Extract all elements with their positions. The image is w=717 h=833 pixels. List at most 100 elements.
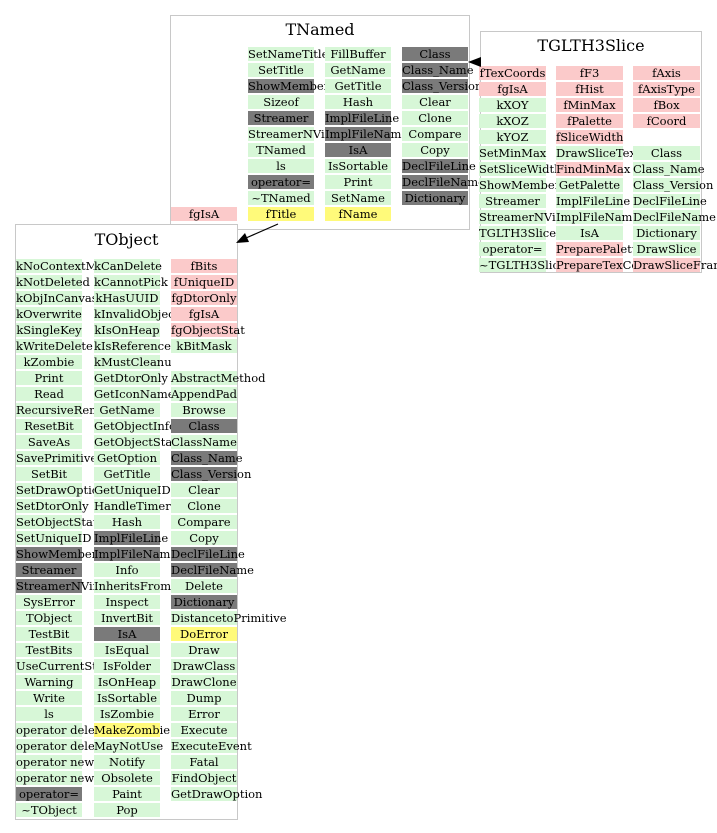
- member-tglth3slice-showmembers: ShowMembers: [479, 178, 567, 192]
- member-tobject-fgdtoronly: fgDtorOnly: [171, 291, 237, 305]
- member-tobject-inspect: Inspect: [94, 595, 160, 609]
- member-tglth3slice-implfileline: ImplFileLine: [556, 194, 631, 208]
- member-tobject-hash: Hash: [94, 515, 160, 529]
- class-title-tglth3slice: TGLTH3Slice: [537, 36, 645, 55]
- member-tglth3slice-implfilename: ImplFileName: [556, 210, 640, 224]
- member-tobject-write: Write: [16, 691, 82, 705]
- member-tglth3slice-setslicewidth: SetSliceWidth: [479, 162, 562, 176]
- member-tobject-copy: Copy: [171, 531, 237, 545]
- member-tglth3slice-ff3: fF3: [556, 66, 623, 80]
- member-tobject-drawclass: DrawClass: [171, 659, 237, 673]
- member-tobject-delete: Delete: [171, 579, 237, 593]
- member-tobject-kwritedelete: kWriteDelete: [16, 339, 93, 353]
- member-tobject-koverwrite: kOverwrite: [16, 307, 82, 321]
- member-tobject-drawclone: DrawClone: [171, 675, 237, 689]
- member-tglth3slice-ftexcoords: fTexCoords: [479, 66, 546, 80]
- member-tobject-kbitmask: kBitMask: [171, 339, 237, 353]
- member-tobject-operator-: operator=: [16, 787, 82, 801]
- member-tobject-kobjincanvas: kObjInCanvas: [16, 291, 98, 305]
- member-tnamed-settitle: SetTitle: [248, 63, 314, 77]
- member-tobject-syserror: SysError: [16, 595, 82, 609]
- member-tobject-execute: Execute: [171, 723, 237, 737]
- member-tobject-class-name: Class_Name: [171, 451, 243, 465]
- member-tglth3slice-faxis: fAxis: [633, 66, 700, 80]
- member-tobject-kcannotpick: kCannotPick: [94, 275, 168, 289]
- member-tnamed-clone: Clone: [402, 111, 468, 125]
- member-tobject-operator-new-: operator new[]: [16, 771, 104, 785]
- member-tobject-implfileline: ImplFileLine: [94, 531, 169, 545]
- member-tobject-showmembers: ShowMembers: [16, 547, 104, 561]
- member-tobject-blank: [171, 355, 237, 369]
- member-tglth3slice-faxistype: fAxisType: [633, 82, 700, 96]
- member-tnamed-hash: Hash: [325, 95, 391, 109]
- member-tglth3slice-class-name: Class_Name: [633, 162, 705, 176]
- member-tobject-testbits: TestBits: [16, 643, 82, 657]
- member-tobject-issortable: IsSortable: [94, 691, 160, 705]
- member-tnamed-class: Class: [402, 47, 468, 61]
- member-tnamed-getname: GetName: [325, 63, 391, 77]
- member-tnamed-print: Print: [325, 175, 391, 189]
- member-tobject-handletimer: HandleTimer: [94, 499, 171, 513]
- member-tglth3slice-tglth3slice: TGLTH3Slice: [479, 226, 557, 240]
- member-tobject-knotdeleted: kNotDeleted: [16, 275, 90, 289]
- member-tobject-testbit: TestBit: [16, 627, 82, 641]
- member-tobject-gettitle: GetTitle: [94, 467, 160, 481]
- member-tglth3slice-setminmax: SetMinMax: [479, 146, 547, 160]
- member-tobject-doerror: DoError: [171, 627, 237, 641]
- member-tobject-obsolete: Obsolete: [94, 771, 160, 785]
- member-tnamed-implfilename: ImplFileName: [325, 127, 409, 141]
- member-tobject-khasuuid: kHasUUID: [94, 291, 160, 305]
- member-tobject-class: Class: [171, 419, 237, 433]
- member-tobject-getuniqueid: GetUniqueID: [94, 483, 171, 497]
- member-tobject-funiqueid: fUniqueID: [171, 275, 237, 289]
- member-tnamed-gettitle: GetTitle: [325, 79, 391, 93]
- member-tobject-clone: Clone: [171, 499, 237, 513]
- member-tobject-tobject: TObject: [16, 611, 82, 625]
- member-tobject-getdtoronly: GetDtorOnly: [94, 371, 168, 385]
- member-tnamed-ls: ls: [248, 159, 314, 173]
- member-tglth3slice-drawsliceframe: DrawSliceFrame: [633, 258, 717, 272]
- member-tobject-operator-new: operator new: [16, 755, 95, 769]
- member-tnamed-issortable: IsSortable: [325, 159, 391, 173]
- member-tnamed-showmembers: ShowMembers: [248, 79, 336, 93]
- member-tobject-streamer: Streamer: [16, 563, 82, 577]
- member-tglth3slice-streamer: Streamer: [479, 194, 546, 208]
- member-tnamed--tnamed: ~TNamed: [248, 191, 314, 205]
- member-tobject-paint: Paint: [94, 787, 160, 801]
- member-tnamed-compare: Compare: [402, 127, 468, 141]
- member-tobject-dump: Dump: [171, 691, 237, 705]
- member-tnamed-declfilename: DeclFileName: [402, 175, 485, 189]
- member-tobject-browse: Browse: [171, 403, 237, 417]
- arrow-tglth3slice-to-tnamed: [468, 57, 481, 67]
- member-tobject-resetbit: ResetBit: [16, 419, 82, 433]
- member-tglth3slice-fhist: fHist: [556, 82, 623, 96]
- member-tglth3slice-preparepalette: PreparePalette: [556, 242, 644, 256]
- member-tglth3slice-kyoz: kYOZ: [479, 130, 546, 144]
- member-tglth3slice-fminmax: fMinMax: [556, 98, 623, 112]
- member-tobject-geticonname: GetIconName: [94, 387, 175, 401]
- member-tnamed-clear: Clear: [402, 95, 468, 109]
- member-tnamed-declfileline: DeclFileLine: [402, 159, 476, 173]
- member-tobject-kinvalidobject: kInvalidObject: [94, 307, 180, 321]
- member-tobject-isa: IsA: [94, 627, 160, 641]
- class-title-tobject: TObject: [94, 230, 159, 249]
- member-tnamed-fillbuffer: FillBuffer: [325, 47, 391, 61]
- member-tobject-dictionary: Dictionary: [171, 595, 237, 609]
- member-tobject-getname: GetName: [94, 403, 160, 417]
- member-tobject-read: Read: [16, 387, 82, 401]
- member-tobject-classname: ClassName: [171, 435, 237, 449]
- member-tnamed-sizeof: Sizeof: [248, 95, 314, 109]
- member-tglth3slice--tglth3slice: ~TGLTH3Slice: [479, 258, 566, 272]
- member-tobject--tobject: ~TObject: [16, 803, 82, 817]
- member-tnamed-class-version: Class_Version: [402, 79, 483, 93]
- member-tobject-draw: Draw: [171, 643, 237, 657]
- member-tobject-setobjectstat: SetObjectStat: [16, 515, 98, 529]
- member-tglth3slice-kxoz: kXOZ: [479, 114, 546, 128]
- member-tobject-fatal: Fatal: [171, 755, 237, 769]
- member-tobject-isequal: IsEqual: [94, 643, 160, 657]
- member-tglth3slice-findminmax: FindMinMax: [556, 162, 631, 176]
- member-tobject-setdtoronly: SetDtorOnly: [16, 499, 89, 513]
- member-tnamed-fname: fName: [325, 207, 391, 221]
- member-tobject-getobjectinfo: GetObjectInfo: [94, 419, 176, 433]
